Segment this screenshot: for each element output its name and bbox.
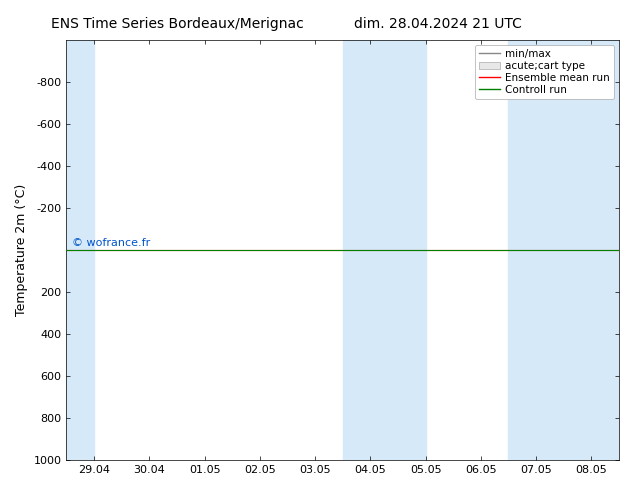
Y-axis label: Temperature 2m (°C): Temperature 2m (°C) xyxy=(15,184,28,316)
Bar xyxy=(508,40,619,460)
Text: © wofrance.fr: © wofrance.fr xyxy=(72,238,150,248)
Legend: min/max, acute;cart type, Ensemble mean run, Controll run: min/max, acute;cart type, Ensemble mean … xyxy=(475,45,614,99)
Text: ENS Time Series Bordeaux/Merignac: ENS Time Series Bordeaux/Merignac xyxy=(51,17,304,31)
Text: dim. 28.04.2024 21 UTC: dim. 28.04.2024 21 UTC xyxy=(354,17,521,31)
Bar xyxy=(67,40,94,460)
Bar xyxy=(343,40,425,460)
